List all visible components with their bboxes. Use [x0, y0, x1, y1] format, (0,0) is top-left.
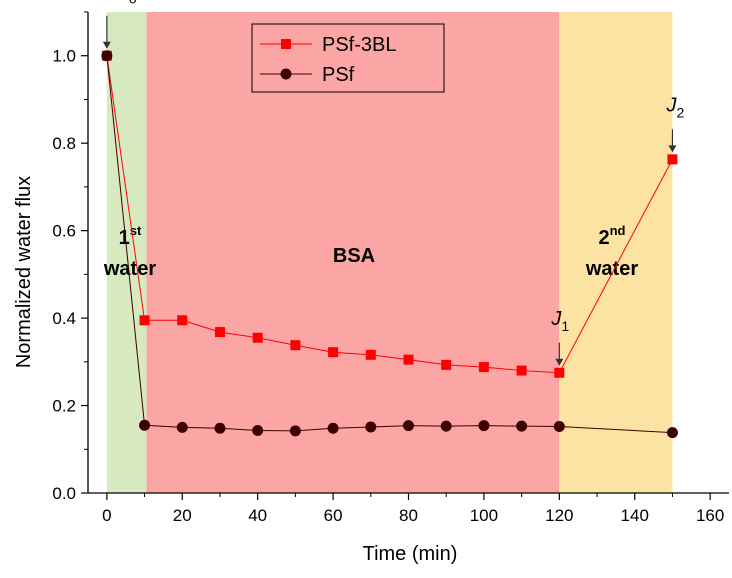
series-0-point-11 — [516, 365, 527, 376]
series-layer — [101, 50, 678, 439]
y-tick-label-2: 0.4 — [52, 309, 76, 328]
region-2-label-line2: water — [585, 258, 638, 280]
y-axis-title: Normalized water flux — [13, 176, 35, 368]
series-1-point-6 — [327, 422, 339, 434]
series-1-point-1 — [139, 419, 151, 431]
annotation-1-arrow-head — [555, 358, 564, 366]
annotation-2-label: J2 — [665, 94, 684, 120]
legend: PSf-3BL PSf — [251, 23, 445, 93]
y-tick-label-3: 0.6 — [52, 222, 76, 241]
region-2-label: 2nd — [598, 223, 625, 249]
series-1-point-2 — [176, 421, 188, 433]
y-tick-label-1: 0.2 — [52, 397, 76, 416]
series-0-point-8 — [403, 354, 414, 365]
annotation-2-arrow-head — [668, 145, 677, 153]
series-0-point-10 — [478, 362, 489, 373]
legend-label-1: PSf — [322, 64, 355, 86]
series-1-point-0 — [101, 50, 113, 62]
annotation-layer: J0 J1 J2 — [102, 0, 684, 366]
x-tick-label-7: 140 — [621, 506, 649, 525]
legend-box — [251, 23, 445, 93]
annotation-0-label: J0 — [118, 0, 137, 7]
x-tick-label-8: 160 — [696, 506, 724, 525]
series-1-line — [106, 55, 673, 434]
x-tick-label-6: 120 — [545, 506, 573, 525]
axes-layer: 0 20 40 60 80 100 120 140 160 0.0 0.2 0.4 0.6 0.8 1.0 — [52, 11, 729, 525]
x-tick-label-3: 60 — [324, 506, 343, 525]
annotation-1-label: J1 — [550, 308, 569, 334]
series-0-point-3 — [214, 327, 225, 338]
region-1-label: BSA — [333, 245, 375, 267]
region-0-label: 1st — [119, 223, 142, 249]
legend-marker-1 — [280, 68, 292, 80]
regions-layer: 1st water BSA 2nd water — [103, 12, 673, 493]
series-1-point-10 — [478, 420, 490, 432]
annotation-0-arrow-head — [102, 41, 111, 49]
series-1-point-4 — [252, 424, 264, 436]
legend-label-0: PSf-3BL — [322, 34, 396, 56]
x-tick-label-5: 100 — [470, 506, 498, 525]
x-tick-label-4: 80 — [399, 506, 418, 525]
region-0-label-line2: water — [103, 258, 156, 280]
legend-marker-0 — [281, 39, 291, 49]
series-0-point-9 — [441, 359, 452, 370]
series-1-point-9 — [440, 420, 452, 432]
series-0-point-12 — [554, 367, 565, 378]
region-2-band — [559, 12, 673, 493]
y-tick-label-5: 1.0 — [52, 47, 76, 66]
series-1-point-5 — [289, 425, 301, 437]
series-1-point-12 — [553, 421, 565, 433]
series-0-point-1 — [139, 315, 150, 326]
x-axis-title: Time (min) — [363, 543, 458, 565]
series-0-point-7 — [365, 349, 376, 360]
series-0-point-2 — [177, 315, 188, 326]
series-1-point-8 — [403, 420, 414, 432]
x-tick-label-1: 20 — [173, 506, 192, 525]
y-tick-label-0: 0.0 — [52, 484, 76, 503]
series-0-line — [106, 55, 673, 374]
x-tick-label-2: 40 — [248, 506, 267, 525]
series-0-point-4 — [252, 332, 263, 343]
y-tick-label-4: 0.8 — [52, 134, 76, 153]
series-0-point-13 — [667, 154, 678, 165]
series-1-point-11 — [516, 420, 528, 432]
series-0-point-6 — [328, 347, 339, 358]
series-1-point-3 — [214, 422, 226, 434]
x-tick-label-0: 0 — [102, 506, 111, 525]
series-1-point-13 — [666, 427, 678, 439]
series-0-point-5 — [290, 340, 301, 351]
series-1-point-7 — [365, 421, 377, 433]
